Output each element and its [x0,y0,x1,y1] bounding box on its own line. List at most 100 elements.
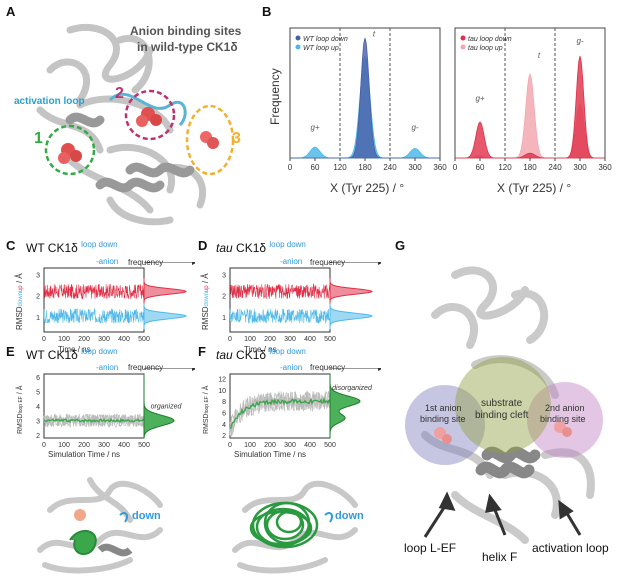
panel-d-label: D [198,238,208,253]
panel-a-title-2: in wild-type CK1δ [137,40,238,54]
chartD-ylabel-part-1: down [204,292,210,306]
chartC-trace-down [43,308,145,324]
panel-d-title: tau CK1δ loop down [216,240,306,255]
chartF-ytick-5: 12 [218,377,226,384]
chartD-ytick-0: 1 [222,315,226,322]
cleft-label-1: substrate [481,398,523,409]
chartC-ytick-1: 2 [36,294,40,301]
chartC-xtick-5: 500 [138,336,150,343]
chartF-xtick-5: 500 [324,442,336,449]
chartD-xtick-5: 500 [324,336,336,343]
chartF-xtick-0: 0 [228,442,232,449]
chartD-ylabel-part-0: RMSD [201,306,210,330]
chartD-ylabel: RMSDdownup / Å [201,273,210,330]
chartC-ylabel-part-0: RMSD [15,306,24,330]
panel-b-xtick-label-0-4: 240 [383,163,397,172]
chartD-ytick-1: 2 [222,294,226,301]
panel-d-title-tau: tau [216,241,233,255]
panel-d-chart: 0 100 200 300 400 500 1 2 3 RMSDdownup / Å [201,262,381,343]
panel-d-frequency: frequency [310,258,346,267]
chartE-ytick-2: 4 [36,404,40,411]
panel-b-peak-label-1-2: g- [576,37,583,46]
panel-b-xtick-label-0-0: 0 [288,163,293,172]
panel-b-xtick-label-0-5: 300 [408,163,422,172]
chartE-freq-arrow [192,368,195,371]
panel-f-title: tau CK1δ loop down [216,347,306,362]
panel-c-sup1: loop down [81,240,118,249]
chartF-mean-trace [229,396,331,429]
chartE-xtick-5: 500 [138,442,150,449]
chartC-ytick-0: 1 [36,315,40,322]
chartF-freq-arrow [378,368,381,371]
chartD-xtick-4: 400 [304,336,316,343]
chartD-xtick-0: 0 [228,336,232,343]
loop-lef-label: loop L-EF [404,541,457,555]
chartD-density-up [329,278,373,305]
panel-b-xlabel-left: X (Tyr 225) / ° [330,181,405,195]
site1-label-2: binding site [420,414,466,424]
panel-f-sup1: loop down [269,347,306,356]
panel-b-hist-1-1 [455,55,605,159]
panel-f-chart: disorganized 0 100 200 300 400 500 2 4 6 8 10 12 RMSD… [201,368,381,449]
cleft-label-2: binding cleft [475,410,529,421]
panel-b-label: B [262,4,272,19]
chartD-trace-up [229,283,331,300]
chartF-ytick-3: 8 [222,399,226,406]
chartF-replica-3 [229,391,331,432]
chartC-trace-up [43,283,145,300]
panel-b-xlabel-right: X (Tyr 225) / ° [497,181,572,195]
panel-b-xtick-label-1-0: 0 [453,163,458,172]
chartF-ytick-0: 2 [222,433,226,440]
panel-f-structure [232,480,358,574]
site-3-label: 3 [232,130,241,147]
panel-e-xlabel: Simulation Time / ns [48,450,121,459]
chartC-density-down [143,303,187,330]
chartE-xtick-3: 300 [98,442,110,449]
panel-a-title-1: Anion binding sites [130,24,242,38]
chartE-ytick-4: 6 [36,375,40,382]
chartE-xtick-4: 400 [118,442,130,449]
chartC-ylabel-part-2: up [18,285,24,292]
chartE-frame [43,373,145,439]
chartD-ytick-2: 3 [222,272,226,279]
panel-e-structure [37,477,163,574]
panel-b-peak-label-1-1: t [538,51,541,60]
panel-b-xtick-label-1-1: 60 [476,163,485,172]
panel-f-title-tau: tau [216,348,233,362]
panel-d-sup2: -anion [280,257,303,266]
chartF-ytick-2: 6 [222,411,226,418]
panel-c-title: WT CK1δ loop down [26,240,118,255]
panel-b-xtick-label-0-1: 60 [311,163,320,172]
chartC-xtick-1: 100 [58,336,70,343]
chartC-ylabel-part-1: down [18,292,24,306]
panel-f-sup2: -anion [280,363,303,372]
chartC-ylabel: RMSDdownup / Å [15,273,24,330]
chartC-xtick-3: 300 [98,336,110,343]
panel-c-xlabel: Time / ns [58,345,91,354]
activation-loop-label: activation loop [14,96,85,107]
chartF-xtick-1: 100 [244,442,256,449]
panel-b-xtick-label-1-6: 360 [598,163,612,172]
chartE-xtick-1: 100 [58,442,70,449]
panel-b-legend-marker-1-0 [460,35,466,41]
panel-b-xtick-label-1-4: 240 [548,163,562,172]
chartE-ytick-0: 2 [36,433,40,440]
panel-b-xtick-label-0-6: 360 [433,163,447,172]
chartD-ylabel-part-3: / Å [201,273,210,286]
panel-b-legend-0-1: WT loop up [303,45,339,52]
chartF-density [329,374,361,439]
chartC-xtick-0: 0 [42,336,46,343]
chartC-xtick-2: 200 [78,336,90,343]
panel-f-title-text: CK1δ [232,348,267,362]
panel-b-chart: 0 60 120 180 240 300 360 WT loop down WT loop up… [288,27,612,172]
chartF-ylabel-part-2: / Å [201,385,210,396]
panel-a-structure [36,23,235,226]
chartE-state-label: organized [151,404,183,411]
site1-label-1: 1st anion [425,403,462,413]
chartC-xtick-4: 400 [118,336,130,343]
panel-b-hist-0-1 [290,37,440,159]
panel-e-down-label: down [132,510,161,522]
panel-b-legend-marker-0-1 [295,44,301,50]
panel-c-sup2: -anion [96,257,119,266]
chartF-ylabel: RMSDloop EF / Å [201,385,210,434]
